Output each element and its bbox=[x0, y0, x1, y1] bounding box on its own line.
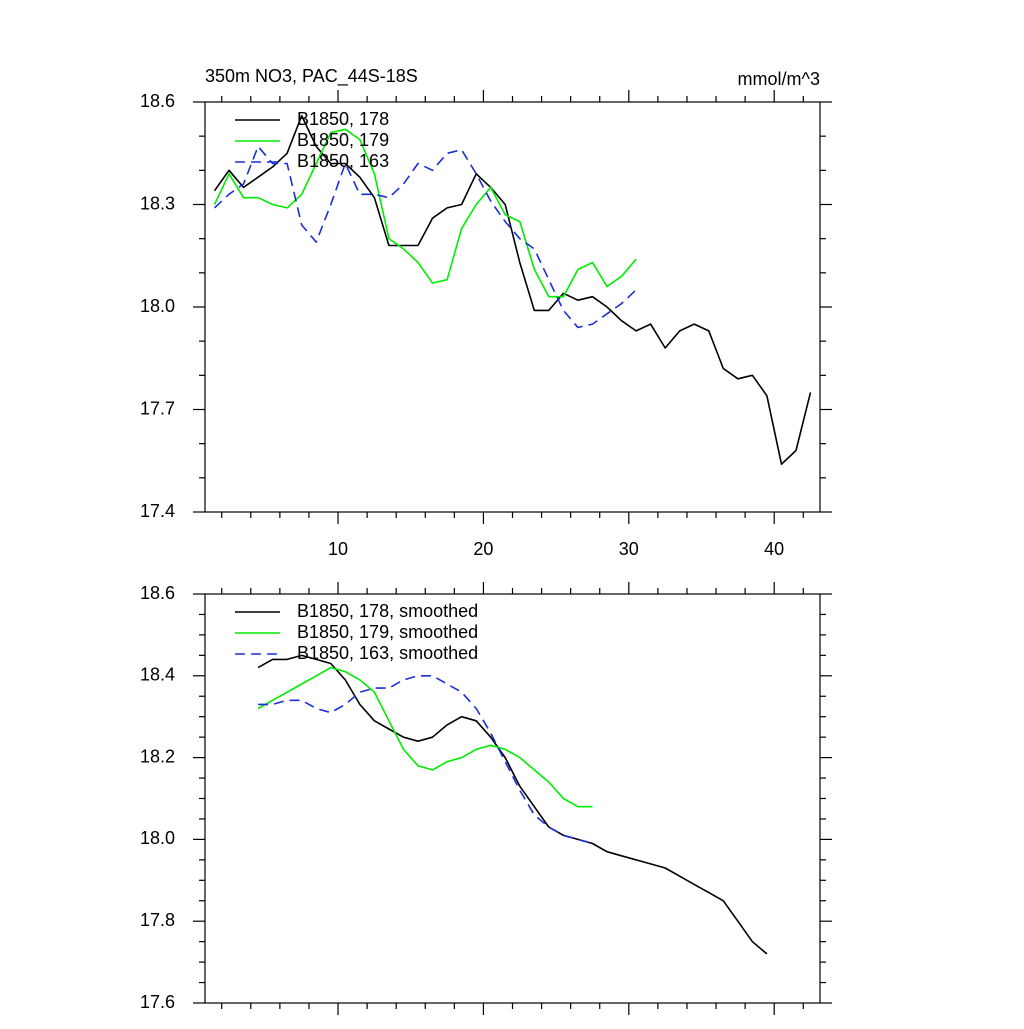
y-tick-label: 18.3 bbox=[140, 193, 175, 213]
y-tick-label: 18.0 bbox=[140, 828, 175, 848]
y-tick-label: 18.4 bbox=[140, 665, 175, 685]
x-tick-label: 10 bbox=[328, 539, 348, 559]
y-tick-label: 18.2 bbox=[140, 746, 175, 766]
legend-label: B1850, 179 bbox=[297, 130, 389, 150]
y-tick-label: 18.6 bbox=[140, 91, 175, 111]
y-tick-label: 18.6 bbox=[140, 583, 175, 603]
y-tick-label: 17.8 bbox=[140, 910, 175, 930]
series-line bbox=[213, 145, 637, 329]
legend-label: B1850, 178 bbox=[297, 109, 389, 129]
y-tick-label: 17.6 bbox=[140, 992, 175, 1012]
series-line bbox=[213, 114, 812, 465]
legend-label: B1850, 178, smoothed bbox=[297, 601, 478, 621]
legend-label: B1850, 163 bbox=[297, 151, 389, 171]
legend-label: B1850, 179, smoothed bbox=[297, 622, 478, 642]
series-line bbox=[257, 666, 593, 808]
series-line bbox=[258, 675, 593, 845]
y-tick-label: 17.7 bbox=[140, 398, 175, 418]
x-tick-label: 20 bbox=[473, 539, 493, 559]
y-tick-label: 17.4 bbox=[140, 501, 175, 521]
chart-title: 350m NO3, PAC_44S-18S bbox=[205, 66, 418, 87]
y-tick-label: 18.0 bbox=[140, 296, 175, 316]
x-tick-label: 30 bbox=[619, 539, 639, 559]
legend-label: B1850, 163, smoothed bbox=[297, 643, 478, 663]
series-line bbox=[213, 128, 637, 298]
units-label: mmol/m^3 bbox=[738, 69, 820, 89]
x-tick-label: 40 bbox=[764, 539, 784, 559]
series-line bbox=[257, 654, 768, 955]
